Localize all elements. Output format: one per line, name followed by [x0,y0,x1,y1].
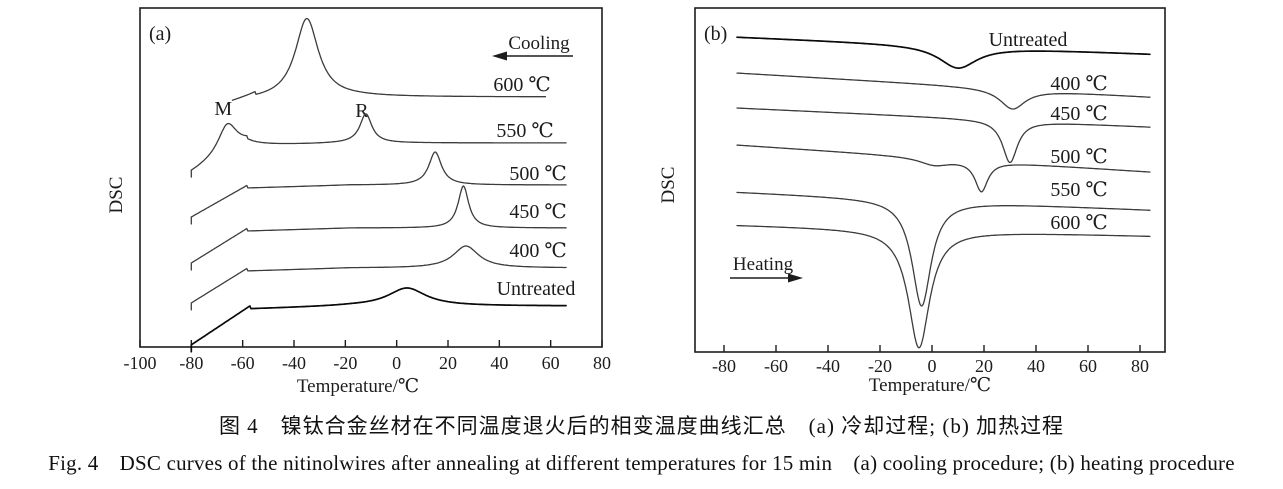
x-axis-label-b: Temperature/℃ [869,375,991,396]
x-tick-label-b: 60 [1079,356,1097,376]
x-tick-label-a: -60 [231,353,255,373]
x-tick-label-a: 0 [392,353,401,373]
panel-letter-b: (b) [704,23,727,45]
x-axis-label-a: Temperature/℃ [297,376,419,397]
curve-label-a-450: 450 ℃ [509,201,566,223]
x-tick-label-b: 40 [1027,356,1045,376]
curve-a-600 [231,17,547,101]
curve-label-b-450: 450 ℃ [1050,103,1107,125]
curve-label-a-600: 600 ℃ [493,74,550,96]
y-axis-label-a: DSC [106,177,127,214]
curve-b-500 [736,144,1151,193]
curve-b-550 [736,191,1151,307]
x-tick-label-b: -60 [764,356,788,376]
dsc-charts: -100 -80 -60 -40 -20 0 20 40 60 80 Temperature/℃ DS… [106,7,1166,397]
x-tick-label-b: 80 [1131,356,1149,376]
curve-label-b-500: 500 ℃ [1050,146,1107,168]
y-axis-label-b: DSC [658,167,679,204]
curve-a-400 [190,245,567,311]
curve-a-untreated [190,287,567,353]
panel-a-frame [139,7,603,348]
x-tick-label-a: -20 [333,353,357,373]
curve-label-a-500: 500 ℃ [509,163,566,185]
panel-letter-a: (a) [149,23,171,45]
annotation-r: R [355,100,369,122]
caption-chinese: 图 4 镍钛合金丝材在不同温度退火后的相变温度曲线汇总 (a) 冷却过程; (b… [218,414,1065,438]
cooling-label: Cooling [508,33,570,54]
x-tick-label-b: 20 [975,356,993,376]
curve-label-b-400: 400 ℃ [1050,73,1107,95]
curve-b-untreated [736,36,1151,69]
caption-english: Fig. 4 DSC curves of the nitinolwires af… [48,451,1235,475]
curve-a-500 [190,151,567,225]
curve-b-600 [736,224,1151,349]
x-tick-label-b: -80 [712,356,736,376]
x-tick-label-b: 0 [928,356,937,376]
x-tick-label-b: -20 [868,356,892,376]
x-tick-label-a: 40 [490,353,508,373]
x-tick-label-b: -40 [816,356,840,376]
x-tick-label-a: 60 [542,353,560,373]
x-tick-label-a: 20 [439,353,457,373]
curve-label-b-600: 600 ℃ [1050,212,1107,234]
x-tick-label-a: -40 [282,353,306,373]
heating-label: Heating [733,254,794,275]
curve-label-a-550: 550 ℃ [496,120,553,142]
curve-a-450 [190,185,567,271]
curve-b-400 [736,72,1151,110]
curve-label-a-untreated: Untreated [497,278,576,300]
heating-arrow-head-icon [788,273,803,283]
panel-b-frame [694,7,1166,353]
x-tick-label-a: -100 [124,353,157,373]
cooling-arrow-head-icon [492,51,507,61]
annotation-m: M [214,98,232,120]
x-tick-label-a: 80 [593,353,611,373]
curve-b-450 [736,107,1151,164]
curve-label-a-400: 400 ℃ [509,240,566,262]
curve-label-b-untreated: Untreated [989,29,1068,51]
curve-a-550 [190,113,567,178]
x-tick-label-a: -80 [179,353,203,373]
curve-label-b-550: 550 ℃ [1050,179,1107,201]
